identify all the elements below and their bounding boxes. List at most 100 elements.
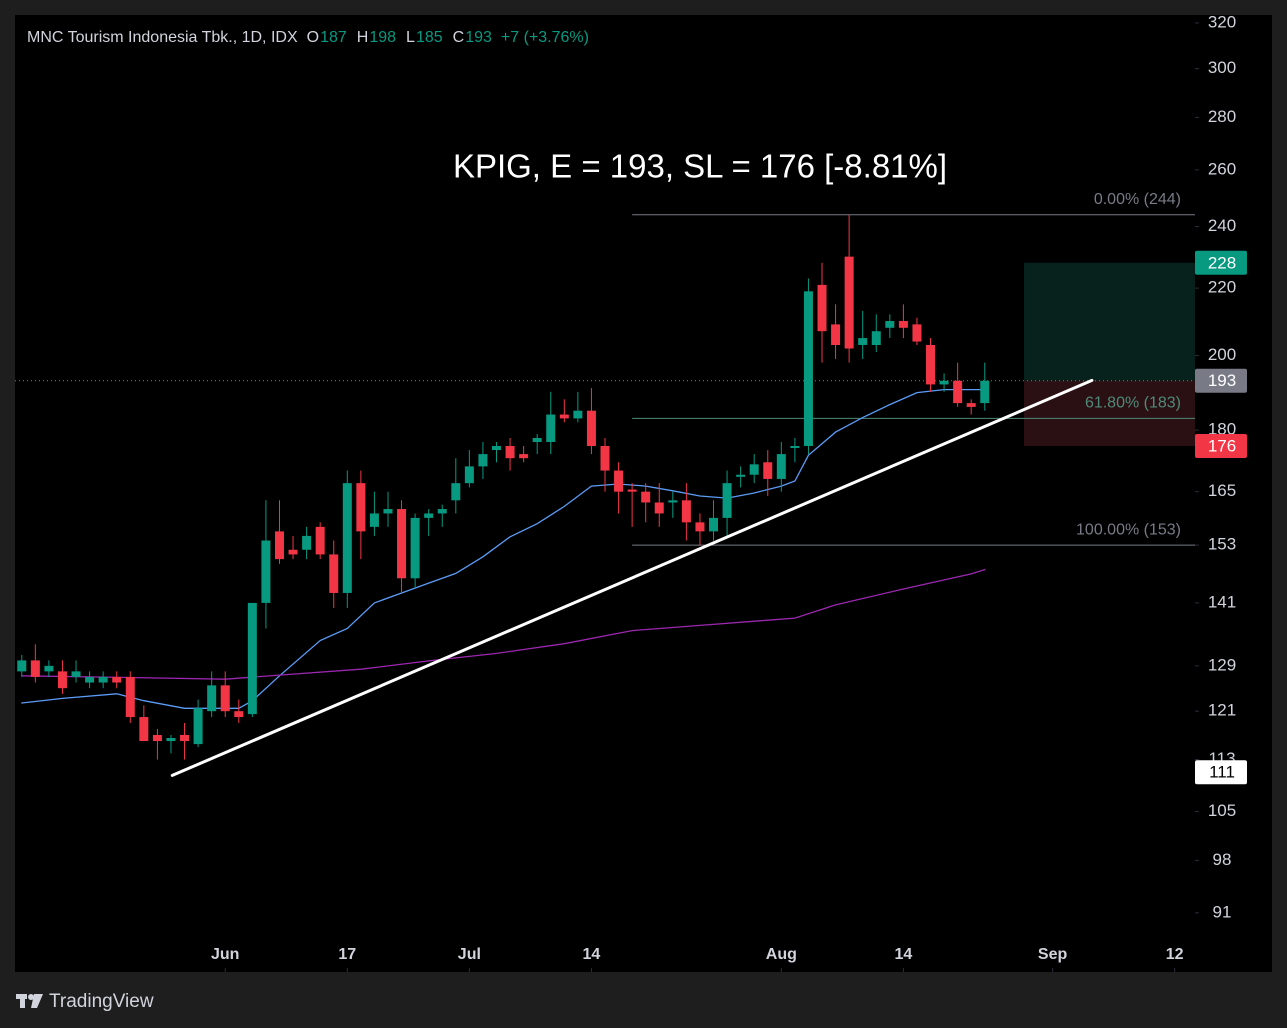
candle-body — [641, 491, 651, 503]
candle-body — [125, 676, 135, 718]
y-tick-label: 180 — [1208, 420, 1236, 439]
candle-body — [546, 414, 556, 442]
candle-body — [898, 321, 908, 328]
price-label-box — [1195, 368, 1247, 393]
candle-body — [464, 466, 474, 484]
candle-body — [152, 734, 162, 742]
y-tick-label: 220 — [1208, 278, 1236, 297]
candle-body — [369, 513, 379, 527]
x-tick-label: Jul — [458, 946, 481, 963]
x-tick-label: 14 — [894, 946, 912, 963]
y-tick-label: 105 — [1208, 801, 1236, 820]
candle-body — [383, 509, 393, 514]
candle-body — [98, 676, 108, 683]
header-symbol: MNC Tourism Indonesia Tbk., 1D, IDX — [27, 29, 298, 46]
candle-body — [654, 502, 664, 514]
ohlc-value: 198 — [369, 29, 396, 46]
candle-body — [491, 446, 501, 451]
candle-body — [614, 470, 624, 492]
candle-body — [803, 291, 813, 447]
candle-body — [668, 500, 678, 503]
candle-body — [709, 517, 719, 532]
price-label: 111 — [1209, 763, 1235, 782]
candle-body — [71, 671, 81, 677]
candle-body — [573, 410, 583, 419]
loss-zone — [1024, 380, 1195, 447]
price-label: 228 — [1208, 253, 1236, 272]
x-tick-label: Sep — [1038, 946, 1068, 963]
x-tick-label: 12 — [1166, 946, 1184, 963]
candle-body — [57, 671, 67, 689]
candle-body — [858, 338, 868, 346]
candle-body — [44, 665, 54, 672]
profit-zone — [1024, 262, 1195, 381]
y-tick-label: 300 — [1208, 58, 1236, 77]
candle-body — [722, 483, 732, 518]
indicator-line — [21, 568, 986, 680]
ohlc-label: O — [307, 29, 319, 46]
header: MNC Tourism Indonesia Tbk., 1D, IDX O187 H… — [27, 29, 589, 46]
candle-body — [505, 446, 515, 459]
fib-label: 61.80% (183) — [1085, 395, 1181, 412]
candle-body — [315, 526, 325, 555]
candle-body — [749, 464, 759, 475]
candle-body — [329, 554, 339, 593]
y-tick-label: 153 — [1208, 535, 1236, 554]
x-tick-label: 14 — [583, 946, 601, 963]
candle-body — [397, 509, 407, 579]
candle-body — [763, 462, 773, 479]
candle-body — [695, 522, 705, 532]
brand-name: TradingView — [49, 991, 154, 1012]
y-tick-label: 121 — [1208, 701, 1236, 720]
annotation-title: KPIG, E = 193, SL = 176 [-8.81%] — [453, 148, 947, 185]
candle-body — [559, 414, 569, 419]
header-change: +7 (+3.76%) — [501, 29, 589, 46]
y-tick-label: 129 — [1208, 655, 1236, 674]
candle-body — [193, 708, 203, 745]
candle-body — [519, 454, 529, 459]
y-tick-label: 280 — [1208, 107, 1236, 126]
candle-body — [776, 454, 786, 479]
candle-body — [600, 446, 610, 471]
ohlc-label: L — [406, 29, 415, 46]
candle-body — [736, 474, 746, 477]
ohlc-value: 187 — [320, 29, 347, 46]
candle-body — [166, 737, 176, 742]
candle-body — [790, 446, 800, 449]
candle-body — [261, 540, 271, 603]
price-label-box — [1195, 434, 1247, 459]
candle-body — [424, 513, 434, 518]
price-label-box — [1195, 250, 1247, 275]
candle-body — [274, 531, 284, 560]
candle-body — [912, 324, 922, 342]
candle-body — [831, 324, 841, 346]
y-tick-label: 98 — [1213, 850, 1232, 869]
candle-body — [288, 549, 298, 555]
ohlc-label: C — [453, 29, 465, 46]
candle-body — [953, 380, 963, 404]
candle-body — [17, 660, 27, 672]
candle-body — [247, 602, 257, 715]
candle-body — [112, 676, 122, 683]
candle-body — [207, 685, 217, 712]
candle-body — [220, 685, 230, 712]
y-tick-label: 240 — [1208, 216, 1236, 235]
candle-body — [532, 438, 542, 442]
brand-logo — [16, 994, 43, 1008]
candle-body — [139, 717, 149, 742]
ohlc-label: H — [357, 29, 369, 46]
price-label: 176 — [1208, 436, 1236, 455]
candle-body — [410, 517, 420, 579]
candle-body — [926, 345, 936, 385]
candle-body — [980, 380, 990, 404]
candle-body — [437, 509, 447, 514]
candle-body — [180, 734, 190, 742]
indicator-line — [170, 378, 1094, 777]
y-tick-label: 141 — [1208, 592, 1236, 611]
y-tick-label: 165 — [1208, 481, 1236, 500]
candle-body — [939, 380, 949, 385]
fib-label: 100.00% (153) — [1076, 521, 1181, 538]
candle-body — [302, 535, 312, 550]
